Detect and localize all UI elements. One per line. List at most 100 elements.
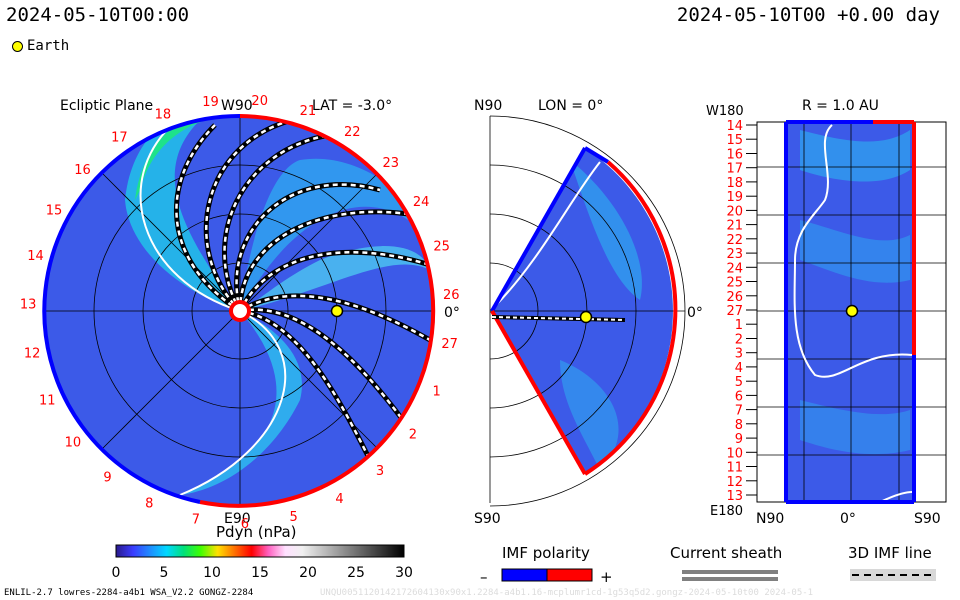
imf-polarity-minus: – <box>480 568 488 586</box>
imf-polarity-legend: IMF polarity – + <box>480 544 613 586</box>
radial-row-label: 11 <box>726 461 743 476</box>
imf-line-title: 3D IMF line <box>848 544 932 562</box>
imf-line-legend: 3D IMF line <box>848 544 936 581</box>
radial-row-label: 13 <box>726 489 743 504</box>
radial-row-label: 6 <box>735 389 743 404</box>
sector-label: 18 <box>155 108 172 123</box>
radial-row-label: 20 <box>726 204 743 219</box>
sector-label: 4 <box>335 492 343 507</box>
sector-label: 5 <box>290 510 298 525</box>
radial-row-label: 24 <box>726 261 743 276</box>
ecliptic-lat-label: LAT = -3.0° <box>312 98 392 114</box>
radial-row-label: 16 <box>726 148 743 163</box>
pdyn-colorbar: Pdyn (nPa) 0 5 10 15 20 25 30 <box>112 523 413 581</box>
sector-label: 16 <box>74 163 91 178</box>
ecliptic-panel: Ecliptic Plane LAT = -3.0° W90 E90 0° <box>20 94 460 532</box>
radial-n90-label: N90 <box>756 511 784 527</box>
radial-row-label: 22 <box>726 233 743 248</box>
radial-w180-label: W180 <box>706 104 744 119</box>
radial-row-label: 1 <box>735 318 743 333</box>
radial-row-label: 9 <box>735 432 743 447</box>
meridional-n90-label: N90 <box>474 98 502 114</box>
radial-row-label: 5 <box>735 375 743 390</box>
header-datetime: 2024-05-10T00:00 <box>6 4 190 26</box>
imf-polarity-plus: + <box>600 568 613 586</box>
radial-row-label: 18 <box>726 176 743 191</box>
sector-label: 15 <box>46 203 63 218</box>
earth-marker-icon <box>12 40 23 52</box>
meridional-panel: N90 LON = 0° S90 0° <box>474 98 703 527</box>
sector-label: 3 <box>376 464 384 479</box>
sector-label: 25 <box>433 240 450 255</box>
sector-label: 19 <box>202 95 219 110</box>
radial-row-label: 23 <box>726 247 743 262</box>
sector-label: 1 <box>432 384 440 399</box>
earth-ecliptic-marker <box>330 304 344 318</box>
sector-label: 6 <box>241 517 249 532</box>
colorbar-tick-label: 20 <box>299 565 317 581</box>
footer-model-info: ENLIL-2.7 lowres-2284-a4b1 WSA_V2.2 GONG… <box>4 588 254 598</box>
radial-panel: R = 1.0 AU W180 E180 N90 0° S90 <box>706 98 947 527</box>
imf-positive-swatch <box>546 568 593 582</box>
footer-run-id: UNQU0051120142172604130x90x1.2284-a4b1.1… <box>320 588 814 598</box>
sector-label: 21 <box>300 104 317 119</box>
radial-row-label: 10 <box>726 446 743 461</box>
colorbar-tick-label: 25 <box>347 565 365 581</box>
radial-row-label: 27 <box>726 304 743 319</box>
radial-row-label: 19 <box>726 190 743 205</box>
radial-e180-label: E180 <box>710 504 743 519</box>
colorbar-ticks: 0 5 10 15 20 25 30 <box>112 565 413 581</box>
earth-legend-label: Earth <box>27 38 70 54</box>
sector-label: 24 <box>413 195 430 210</box>
radial-row-label: 21 <box>726 219 743 234</box>
radial-row-label: 8 <box>735 418 743 433</box>
earth-meridional-marker <box>579 310 593 324</box>
colorbar-tick-label: 5 <box>160 565 169 581</box>
radial-row-labels: 1415161718192021222324252627123456789101… <box>726 119 757 504</box>
sector-label: 2 <box>409 428 417 443</box>
sector-label: 22 <box>344 125 361 140</box>
meridional-density-patches <box>560 160 642 470</box>
sector-label: 20 <box>251 94 268 109</box>
radial-zero-label: 0° <box>840 511 856 527</box>
sector-label: 14 <box>27 249 44 264</box>
radial-row-label: 12 <box>726 475 743 490</box>
colorbar-tick-label: 15 <box>251 565 269 581</box>
radial-s90-label: S90 <box>914 511 941 527</box>
earth-radial-marker <box>845 304 859 318</box>
sun-marker <box>229 300 251 322</box>
colorbar-gradient <box>115 544 405 558</box>
ecliptic-zero-label: 0° <box>444 305 460 321</box>
radial-row-label: 15 <box>726 133 743 148</box>
meridional-zero-label: 0° <box>687 305 703 321</box>
sector-label: 7 <box>192 512 200 527</box>
ecliptic-w90-label: W90 <box>221 98 253 114</box>
ecliptic-sector-labels: 19 20212223242526271234567891011121314151… <box>20 94 460 532</box>
radial-row-label: 3 <box>735 347 743 362</box>
earth-legend: Earth <box>12 38 69 54</box>
sector-label: 26 <box>443 288 460 303</box>
radial-row-label: 4 <box>735 361 743 376</box>
radial-row-label: 26 <box>726 290 743 305</box>
sector-label: 12 <box>24 347 41 362</box>
imf-polarity-title: IMF polarity <box>502 544 590 562</box>
ecliptic-boundary-negative <box>42 113 241 504</box>
sector-label: 17 <box>111 131 128 146</box>
radial-row-label: 2 <box>735 333 743 348</box>
current-sheath-swatch-1 <box>682 570 778 574</box>
sector-label: 10 <box>65 436 82 451</box>
ecliptic-boundary-positive <box>239 114 436 490</box>
colorbar-title: Pdyn (nPa) <box>216 523 297 541</box>
current-sheath-title: Current sheath <box>670 544 782 562</box>
radial-row-label: 25 <box>726 276 743 291</box>
ecliptic-imf-lines <box>139 116 432 496</box>
sector-label: 11 <box>39 394 56 409</box>
colorbar-tick-label: 30 <box>395 565 413 581</box>
current-sheath-swatch-2 <box>682 577 778 581</box>
radial-row-label: 14 <box>726 119 743 134</box>
ecliptic-boundary-positive-2 <box>199 486 321 508</box>
colorbar-tick-label: 0 <box>112 565 121 581</box>
ecliptic-e90-label: E90 <box>224 511 251 527</box>
sector-label: 8 <box>145 497 153 512</box>
